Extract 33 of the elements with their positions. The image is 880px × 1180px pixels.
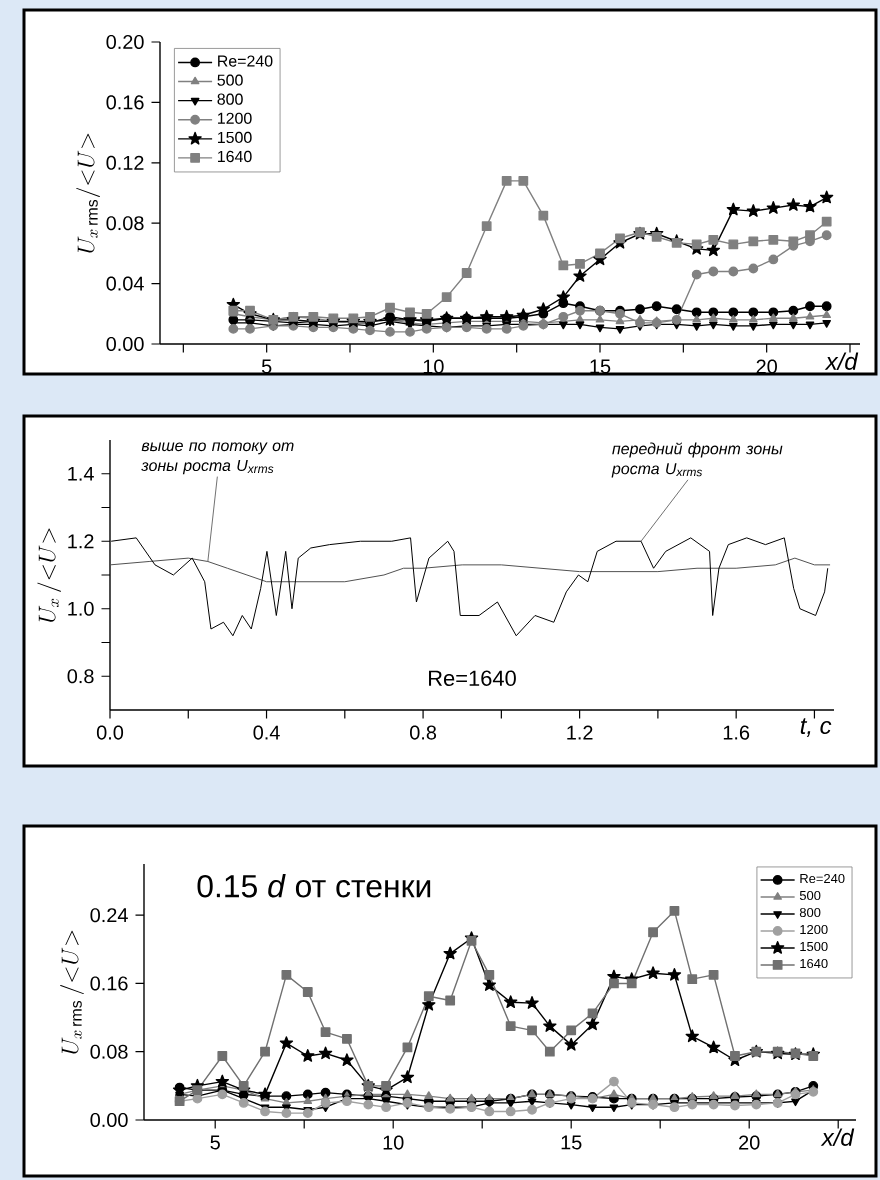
y-tick-label: 0.00	[106, 336, 144, 352]
x-axis-title: x/d	[820, 1128, 855, 1146]
x-axis-title: x/d	[824, 352, 859, 370]
x-axis-title: t, с	[800, 718, 832, 737]
x-tick-label: 0.8	[410, 725, 437, 740]
y-tick-label: 0.8	[67, 669, 94, 684]
x-tick-label: 1.6	[723, 725, 750, 740]
x-tick-label: 10	[383, 1135, 404, 1150]
x-tick-label: 0.4	[253, 725, 280, 740]
y-tick-label: 1.2	[68, 534, 94, 549]
annotation: 0.15 d от стенки	[197, 874, 431, 898]
y-tick-label: 1.0	[68, 601, 94, 616]
x-tick-label: 0.0	[96, 725, 124, 740]
x-tick-label: 15	[561, 1135, 582, 1150]
y-tick-label: 0.24	[90, 908, 128, 923]
y-axis-title: $U_{x\,\mathrm{rms}}\,/{<}U{>}$	[60, 930, 84, 1054]
y-tick-label: 0.08	[106, 216, 144, 231]
y-tick-label: 0.00	[90, 1112, 128, 1128]
x-tick-label: 15	[590, 359, 611, 374]
y-tick-label: 0.12	[106, 155, 144, 170]
annotation: Re=1640	[429, 670, 516, 686]
x-tick-label: 20	[739, 1135, 760, 1150]
y-tick-label: 0.16	[106, 95, 144, 110]
y-tick-label: 0.08	[90, 1044, 128, 1059]
y-axis-title: $U_{x\,\mathrm{rms}}/{<}U{>}$	[76, 133, 100, 253]
x-tick-label: 5	[261, 359, 272, 374]
y-tick-label: 0.20	[106, 34, 144, 50]
y-axis-title: $U_{x}\,/{<}U{>}$	[37, 528, 62, 622]
x-tick-label: 1.2	[567, 725, 593, 740]
y-tick-label: 1.4	[68, 466, 94, 481]
y-tick-label: 0.16	[90, 976, 128, 991]
x-tick-label: 5	[210, 1135, 220, 1150]
y-tick-label: 0.04	[106, 276, 144, 291]
